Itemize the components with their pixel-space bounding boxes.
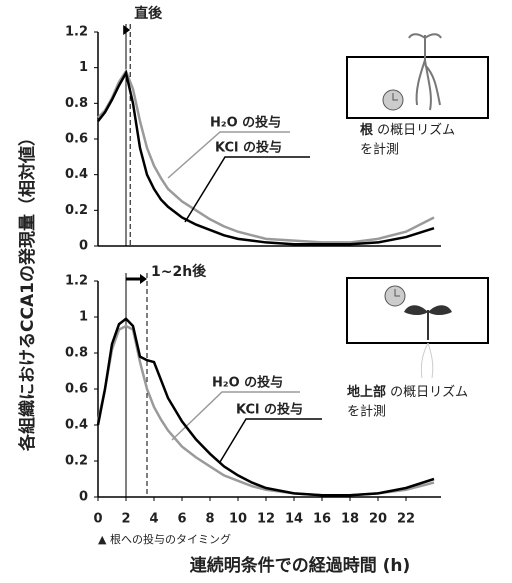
y-tick-label: 0.6: [65, 382, 88, 397]
inset-root: [347, 34, 488, 118]
inset-text-2: を計測: [360, 142, 399, 158]
inset-rest: の概日リズム: [373, 122, 455, 138]
leader-line: [185, 157, 310, 222]
y-tick-label: 0: [79, 490, 88, 505]
inset-text: 地上部 の概日リズム: [347, 384, 468, 400]
arrow-head: [140, 274, 147, 284]
x-tick-label: 16: [313, 512, 331, 527]
note: ▲ 根への投与のタイミング: [98, 532, 231, 546]
x-tick-label: 12: [257, 512, 275, 527]
x-tick-label: 20: [369, 512, 387, 527]
series-label: H₂O の投与: [210, 115, 281, 131]
y-tick-label: 0.8: [65, 346, 88, 361]
x-tick-label: 4: [149, 512, 158, 527]
y-tick-label: 0.2: [65, 203, 88, 218]
y-tick-label: 0.4: [65, 418, 88, 433]
x-tick-label: 2: [121, 512, 130, 527]
x-tick-label: 0: [93, 512, 102, 527]
y-axis-label: 各組織におけるCCA1の発現量（相対値）: [17, 129, 38, 452]
y-tick-label: 1.2: [65, 274, 88, 289]
series-label: KCl の投与: [236, 402, 303, 418]
annotation: 直後: [134, 5, 163, 22]
inset-rest: の概日リズム: [386, 384, 468, 400]
y-tick-label: 1.2: [65, 25, 88, 40]
arrow-head: [123, 25, 130, 35]
x-tick-label: 22: [397, 512, 415, 527]
x-tick-label: 8: [205, 512, 214, 527]
x-tick-label: 6: [177, 512, 186, 527]
x-axis-label: 連続明条件での経過時間 (h): [190, 555, 411, 576]
chart: 各組織におけるCCA1の発現量（相対値） 連続明条件での経過時間 (h) ▲ 根…: [0, 0, 512, 579]
inset-shoot: [347, 278, 488, 378]
y-tick-label: 0: [79, 239, 88, 254]
y-tick-label: 0.2: [65, 454, 88, 469]
inset-text-2: を計測: [347, 404, 386, 420]
inset-bold: 地上部: [347, 384, 386, 400]
x-tick-label: 10: [229, 512, 247, 527]
series-label: KCl の投与: [215, 140, 282, 156]
x-tick-label: 14: [285, 512, 303, 527]
y-tick-label: 1: [79, 310, 88, 325]
inset-text: 根 の概日リズム: [360, 122, 455, 138]
annotation: 1~2h後: [151, 263, 207, 280]
leader-line: [220, 419, 322, 462]
y-tick-label: 0.4: [65, 167, 88, 182]
inset-bold: 根: [360, 122, 374, 138]
y-tick-label: 1: [79, 60, 88, 75]
y-tick-label: 0.6: [65, 132, 88, 147]
y-tick-label: 0.8: [65, 96, 88, 111]
x-tick-label: 18: [341, 512, 359, 527]
series-label: H₂O の投与: [212, 375, 283, 391]
